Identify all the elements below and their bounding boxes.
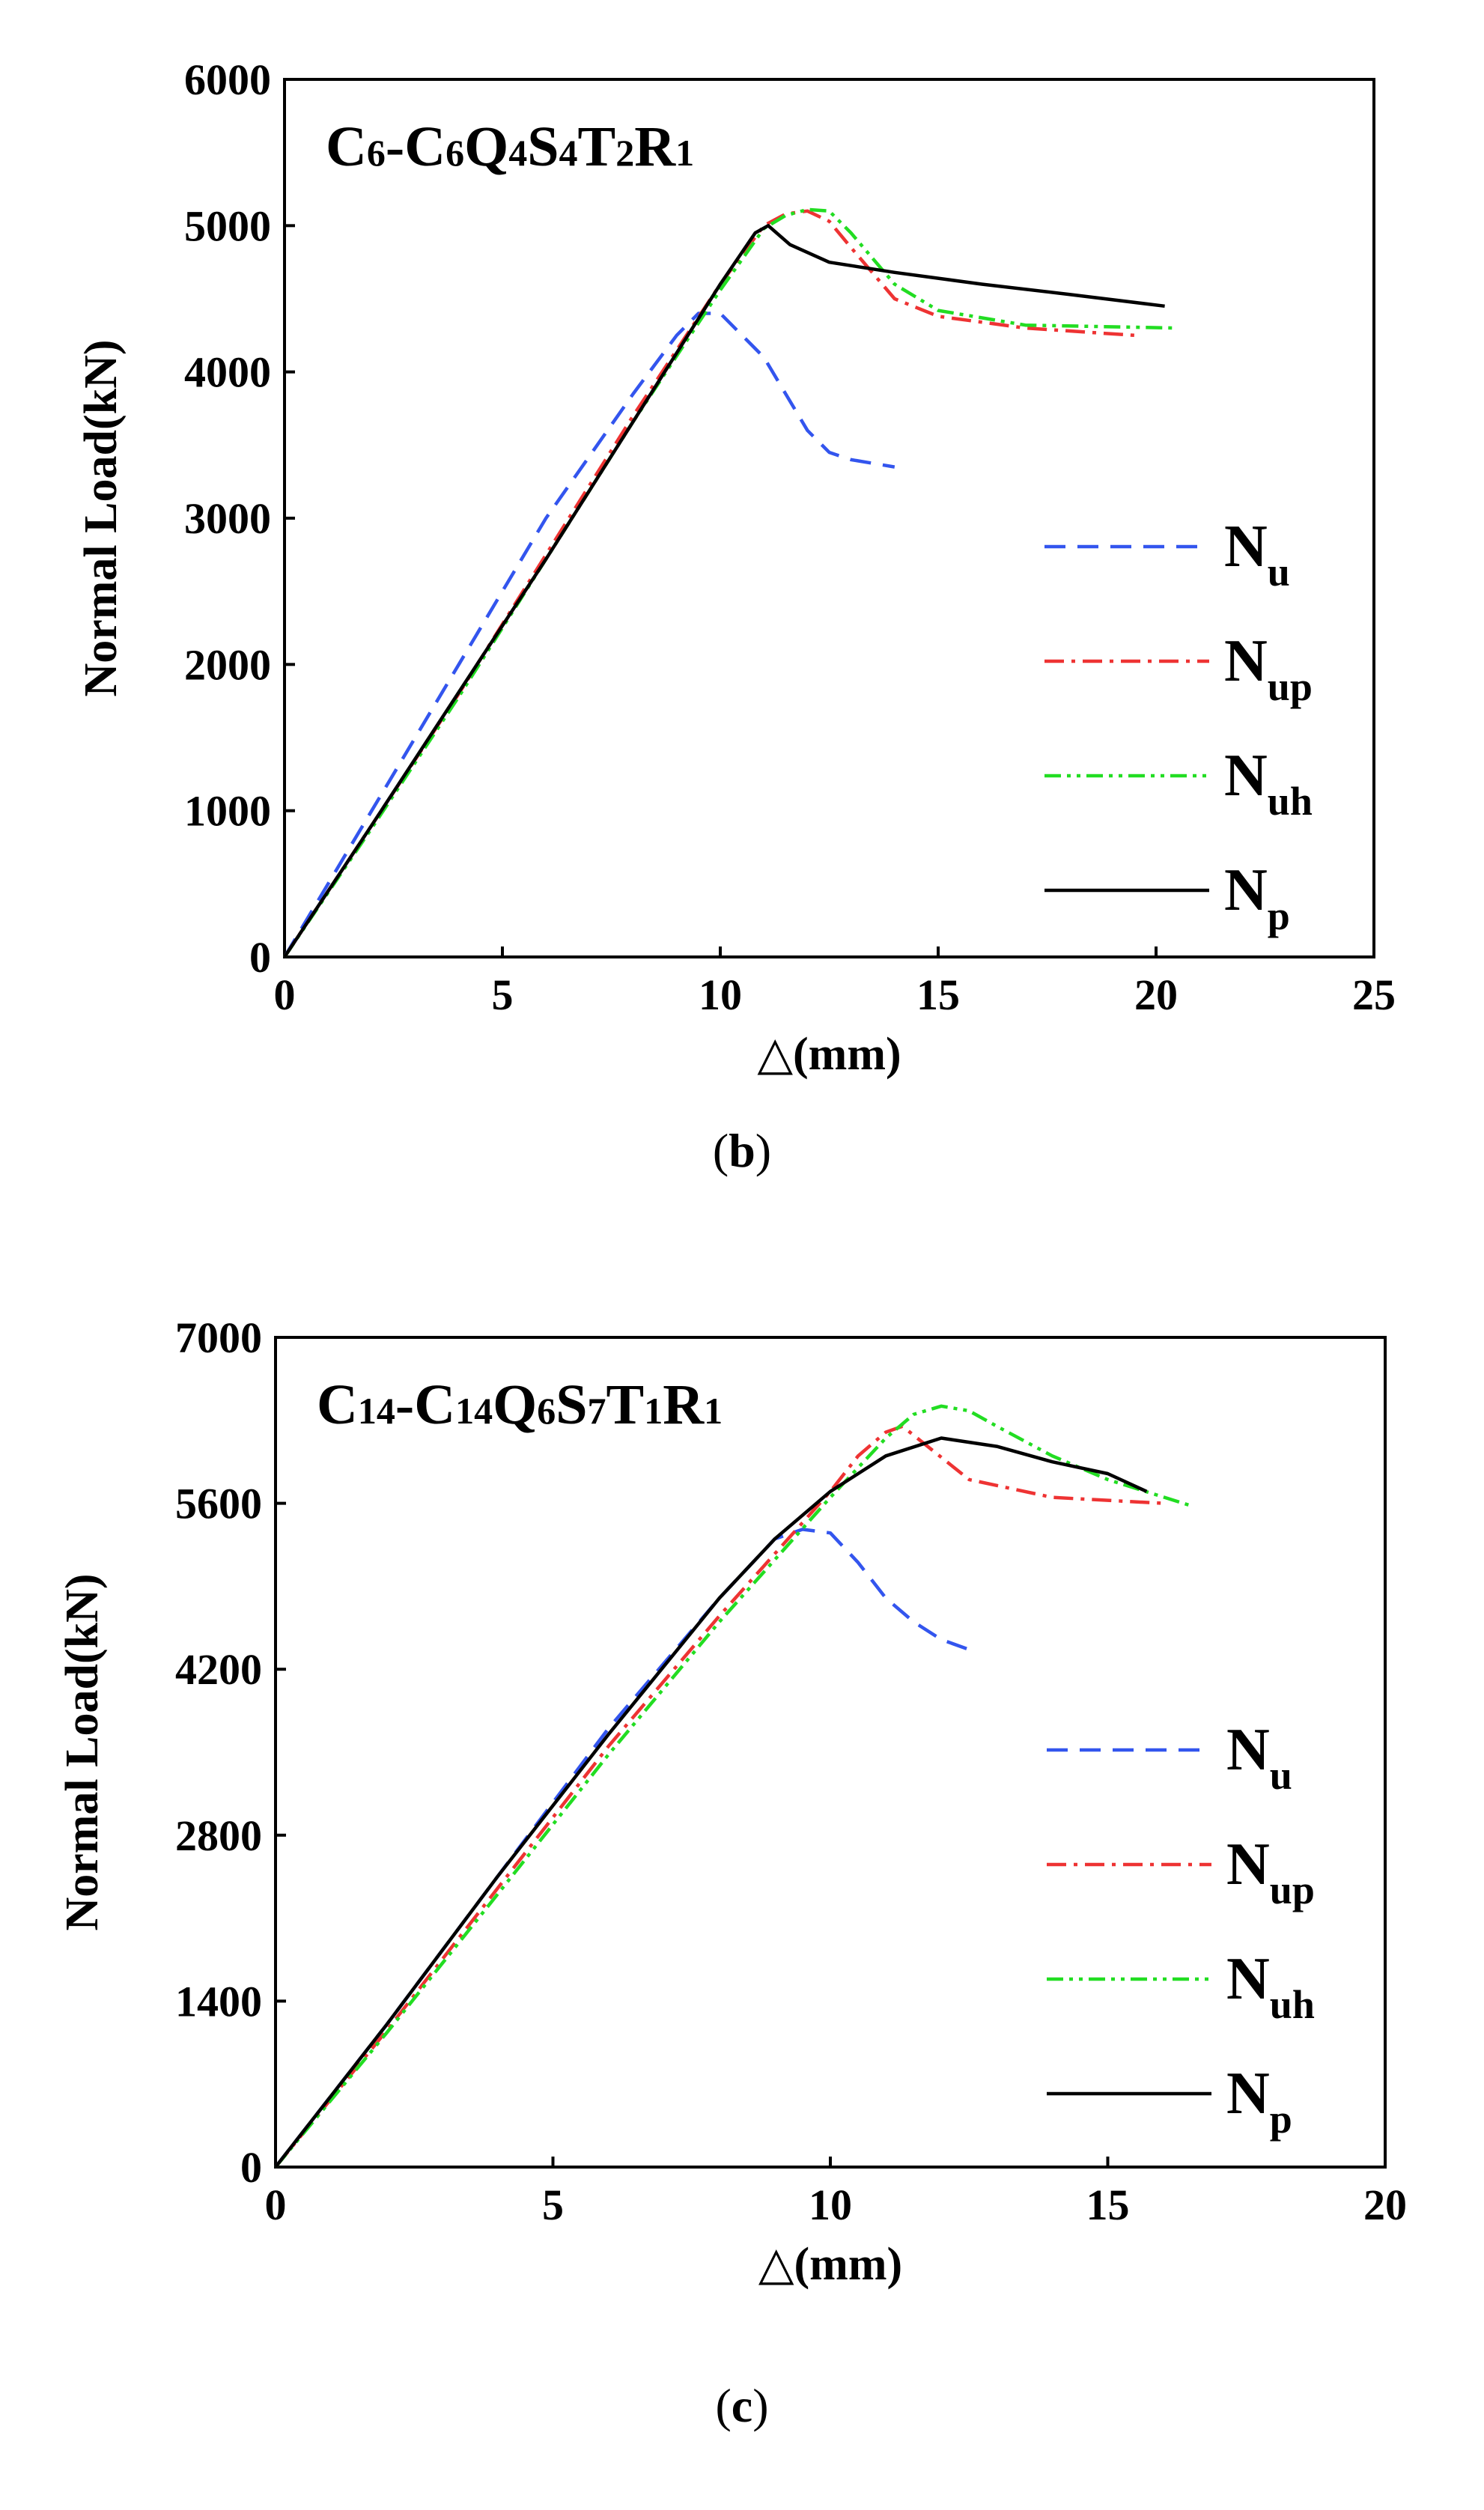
chart-b: 0 5 10 15 20 25 0 1000 2000 3000 4000 5000 6000 △(mm)… <box>76 55 1396 1080</box>
y-tick-label: 0 <box>240 2143 262 2192</box>
y-axis-label: Normal Load(kN) <box>57 1573 108 1930</box>
x-tick-label: 5 <box>542 2181 564 2229</box>
legend-label-Nup: Nup <box>1224 628 1313 709</box>
y-tick-label: 1400 <box>175 1977 262 2026</box>
series-line-Nup <box>283 209 1135 958</box>
plot-frame <box>274 1336 1387 2169</box>
legend-label-Nuh: Nuh <box>1226 1946 1315 2027</box>
y-tick-label: 5600 <box>175 1480 262 1528</box>
y-tick-label: 4000 <box>184 348 271 397</box>
x-tick-label: 20 <box>1134 970 1178 1019</box>
y-tick-label: 1000 <box>184 787 271 836</box>
y-tick-label: 4200 <box>175 1645 262 1694</box>
y-tick-label: 7000 <box>175 1313 262 1362</box>
y-tick-label: 5000 <box>184 201 271 250</box>
panel-c-caption: (c) <box>715 2379 769 2432</box>
series-line-Nup <box>274 1424 1164 2169</box>
y-tick-label: 0 <box>249 933 271 982</box>
legend-label-Nup: Nup <box>1226 1832 1315 1912</box>
series-line-Nuh <box>283 207 1179 958</box>
x-tick-label: 10 <box>699 970 742 1019</box>
chart-title: C14-C14Q6S7T1R1 <box>317 1373 723 1436</box>
chart-panel-b: 0 5 10 15 20 25 0 1000 2000 3000 4000 5000 6000 △(mm)… <box>76 55 1396 1177</box>
legend-label-Nuh: Nuh <box>1224 743 1313 824</box>
chart-title: C6-C6Q4S4T2R1 <box>326 115 694 178</box>
series-line-Np <box>283 224 1165 958</box>
legend-label-Np: Np <box>1224 857 1290 938</box>
chart-panel-c: 0 5 10 15 20 0 1400 2800 4200 5600 7000 △(mm) Normal… <box>0 1255 1484 2510</box>
y-tick-label: 6000 <box>184 55 271 104</box>
x-tick-label: 5 <box>492 970 514 1019</box>
series-line-Np <box>274 1436 1148 2169</box>
x-axis-label: △(mm) <box>758 2239 902 2290</box>
series-line-Nuh <box>274 1404 1192 2169</box>
x-tick-label: 20 <box>1363 2181 1407 2229</box>
x-tick-label: 10 <box>809 2181 852 2229</box>
chart-c: 0 5 10 15 20 0 1400 2800 4200 5600 7000 △(mm) Normal… <box>57 1313 1407 2290</box>
x-tick-label: 0 <box>274 970 296 1019</box>
legend-label-Np: Np <box>1226 2061 1292 2142</box>
plot-frame <box>283 78 1375 958</box>
series-line-Nu <box>274 1528 976 2169</box>
x-tick-label: 0 <box>265 2181 287 2229</box>
panel-b-caption: (b) <box>712 1124 772 1177</box>
y-tick-label: 2000 <box>184 640 271 689</box>
legend-label-Nu: Nu <box>1224 514 1290 595</box>
x-tick-label: 15 <box>1086 2181 1130 2229</box>
x-tick-label: 15 <box>916 970 960 1019</box>
x-axis-label: △(mm) <box>757 1029 901 1080</box>
x-tick-label: 25 <box>1352 970 1396 1019</box>
y-tick-label: 2800 <box>175 1811 262 1860</box>
y-tick-label: 3000 <box>184 494 271 543</box>
series-line-Nu <box>283 312 895 958</box>
y-axis-label: Normal Load(kN) <box>76 339 127 696</box>
legend-label-Nu: Nu <box>1226 1717 1292 1798</box>
